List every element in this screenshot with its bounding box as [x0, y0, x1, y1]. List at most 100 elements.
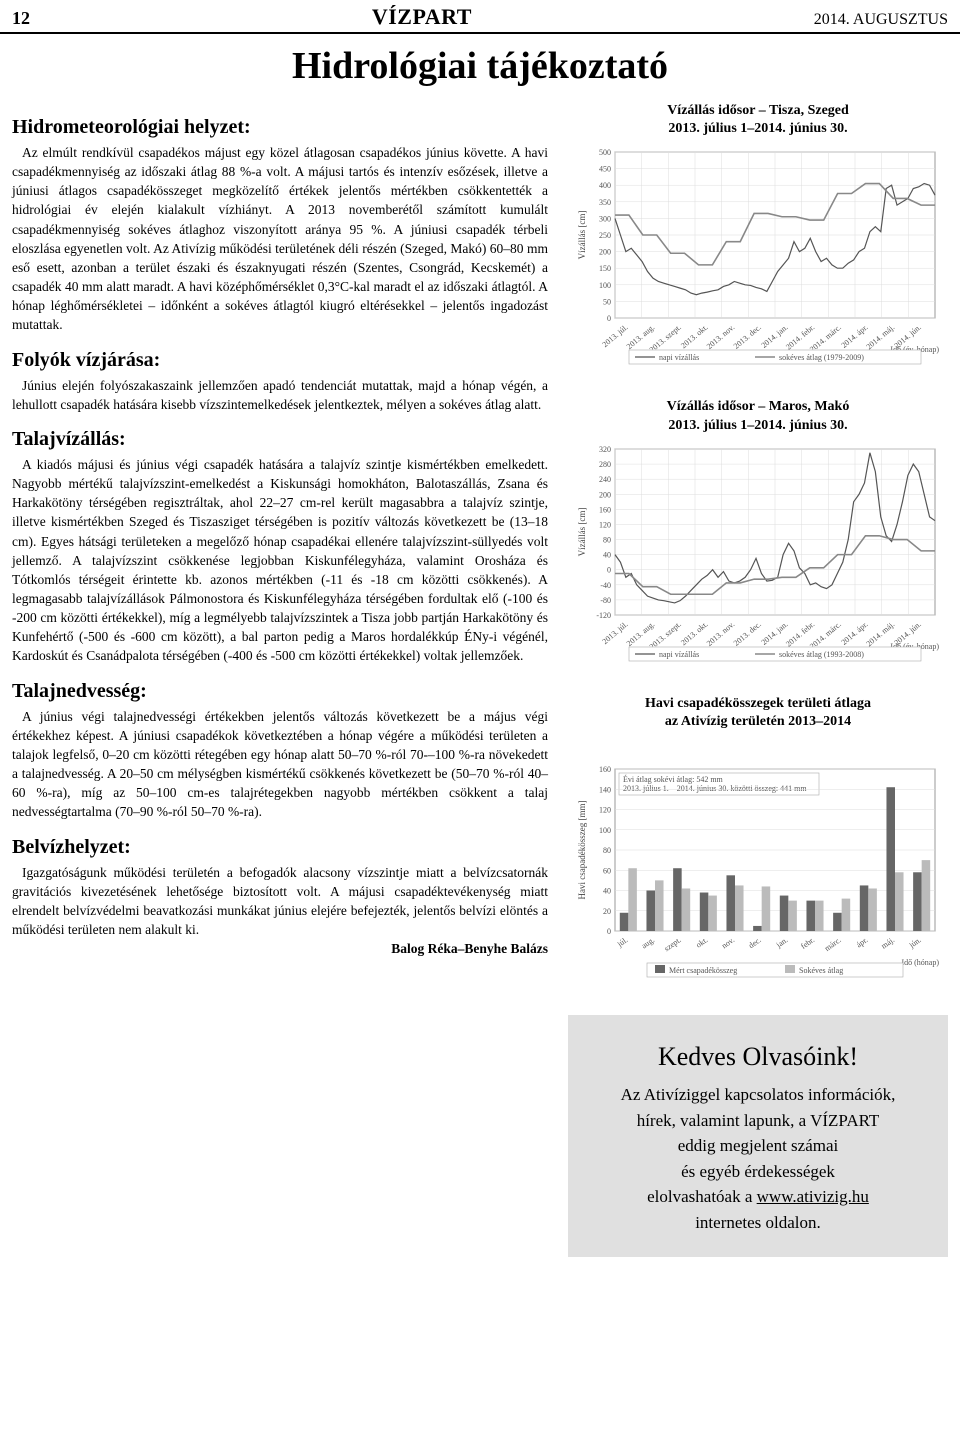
- svg-text:140: 140: [599, 785, 611, 794]
- info-box-line4: és egyéb érdekességek: [681, 1162, 835, 1181]
- section-body-talajvizallas: A kiadós májusi és június végi csapadék …: [12, 455, 548, 666]
- right-column: Vízállás idősor – Tisza, Szeged 2013. jú…: [568, 102, 948, 1257]
- info-box: Kedves Olvasóink! Az Ativíziggel kapcsol…: [568, 1015, 948, 1257]
- svg-text:500: 500: [599, 148, 611, 157]
- svg-text:250: 250: [599, 231, 611, 240]
- section-title-hidrometeorologiai: Hidrometeorológiai helyzet:: [12, 116, 548, 139]
- svg-text:240: 240: [599, 475, 611, 484]
- svg-text:Vízállás [cm]: Vízállás [cm]: [577, 507, 587, 556]
- svg-text:2013. nov.: 2013. nov.: [705, 619, 736, 647]
- svg-text:Évi átlag sokévi átlag: 542 mm: Évi átlag sokévi átlag: 542 mm: [623, 774, 724, 784]
- svg-text:jún.: jún.: [907, 935, 923, 950]
- chart2-title-line2: 2013. július 1–2014. június 30.: [668, 418, 847, 433]
- section-body-talajnedvesseg: A június végi talajnedvességi értékekben…: [12, 707, 548, 822]
- svg-text:150: 150: [599, 265, 611, 274]
- svg-text:okt.: okt.: [694, 935, 709, 949]
- svg-text:szept.: szept.: [663, 935, 683, 953]
- info-box-title: Kedves Olvasóink!: [586, 1037, 930, 1076]
- main-title: Hidrológiai tájékoztató: [0, 34, 960, 102]
- info-box-line5-pre: elolvashatóak a: [647, 1187, 757, 1206]
- page-number: 12: [12, 8, 30, 29]
- svg-text:50: 50: [603, 298, 611, 307]
- svg-text:napi vízállás: napi vízállás: [659, 650, 699, 659]
- svg-text:2013. dec.: 2013. dec.: [732, 619, 763, 647]
- svg-text:160: 160: [599, 765, 611, 774]
- byline: Balog Réka–Benyhe Balázs: [12, 941, 548, 957]
- svg-text:nov.: nov.: [720, 935, 736, 950]
- svg-text:júl.: júl.: [615, 935, 630, 949]
- svg-text:80: 80: [603, 535, 611, 544]
- section-title-belvizhelyzet: Belvízhelyzet:: [12, 836, 548, 859]
- svg-text:2013. dec.: 2013. dec.: [732, 323, 763, 351]
- svg-text:60: 60: [603, 866, 611, 875]
- chart3-title-line2: az Ativízig területén 2013–2014: [665, 714, 851, 729]
- svg-text:280: 280: [599, 460, 611, 469]
- svg-text:máj.: máj.: [880, 935, 897, 950]
- issue-date: 2014. AUGUSZTUS: [814, 11, 948, 29]
- chart2-title: Vízállás idősor – Maros, Makó 2013. júli…: [568, 398, 948, 434]
- info-box-line2: hírek, valamint lapunk, a VÍZPART: [637, 1111, 880, 1130]
- svg-text:320: 320: [599, 445, 611, 454]
- svg-text:200: 200: [599, 248, 611, 257]
- chart-tisza-szeged: Vízállás idősor – Tisza, Szeged 2013. jú…: [568, 102, 948, 374]
- svg-text:-120: -120: [596, 611, 611, 620]
- info-box-link[interactable]: www.ativizig.hu: [757, 1187, 869, 1206]
- svg-text:napi vízállás: napi vízállás: [659, 353, 699, 362]
- section-body-folyok: Június elején folyószakaszaink jellemzőe…: [12, 376, 548, 414]
- svg-text:40: 40: [603, 550, 611, 559]
- chart2-svg: -120-80-40040801201602002402803202013. j…: [573, 441, 943, 671]
- svg-text:Vízállás [cm]: Vízállás [cm]: [577, 211, 587, 260]
- section-title-talajvizallas: Talajvízállás:: [12, 428, 548, 451]
- publication-title: VÍZPART: [372, 4, 472, 30]
- info-box-line3: eddig megjelent számai: [678, 1136, 839, 1155]
- svg-text:márc.: márc.: [823, 935, 843, 953]
- left-column: Hidrometeorológiai helyzet: Az elmúlt re…: [12, 102, 548, 1257]
- info-box-line6: internetes oldalon.: [695, 1213, 821, 1232]
- svg-text:0: 0: [607, 927, 611, 936]
- svg-text:2013. nov.: 2013. nov.: [705, 323, 736, 351]
- svg-text:450: 450: [599, 165, 611, 174]
- svg-text:40: 40: [603, 887, 611, 896]
- svg-text:-80: -80: [600, 596, 611, 605]
- svg-text:aug.: aug.: [640, 935, 656, 950]
- svg-text:jan.: jan.: [774, 935, 790, 950]
- svg-text:100: 100: [599, 826, 611, 835]
- chart3-svg: Évi átlag sokévi átlag: 542 mm2013. júli…: [573, 737, 943, 987]
- svg-text:Idő (hónap): Idő (hónap): [901, 958, 939, 967]
- section-body-hidrometeorologiai: Az elmúlt rendkívül csapadékos májust eg…: [12, 143, 548, 335]
- chart1-title-line2: 2013. július 1–2014. június 30.: [668, 121, 847, 136]
- svg-text:2013. július 1. – 2014. június: 2013. július 1. – 2014. június 30. közöt…: [623, 784, 807, 793]
- chart1-title-line1: Vízállás idősor – Tisza, Szeged: [667, 103, 849, 118]
- svg-text:-40: -40: [600, 581, 611, 590]
- svg-text:sokéves átlag (1993-2008): sokéves átlag (1993-2008): [779, 650, 864, 659]
- chart2-title-line1: Vízállás idősor – Maros, Makó: [667, 399, 850, 414]
- svg-text:ápr.: ápr.: [855, 935, 870, 949]
- svg-text:80: 80: [603, 846, 611, 855]
- svg-text:350: 350: [599, 198, 611, 207]
- svg-text:400: 400: [599, 182, 611, 191]
- info-box-line1: Az Ativíziggel kapcsolatos információk,: [621, 1085, 896, 1104]
- chart1-svg: 0501001502002503003504004505002013. júl.…: [573, 144, 943, 374]
- svg-text:0: 0: [607, 565, 611, 574]
- svg-text:dec.: dec.: [747, 935, 763, 950]
- svg-text:2013. okt.: 2013. okt.: [679, 323, 709, 351]
- page-header: 12 VÍZPART 2014. AUGUSZTUS: [0, 0, 960, 34]
- svg-text:sokéves átlag (1979-2009): sokéves átlag (1979-2009): [779, 353, 864, 362]
- section-title-folyok: Folyók vízjárása:: [12, 349, 548, 372]
- content-area: Hidrometeorológiai helyzet: Az elmúlt re…: [0, 102, 960, 1257]
- svg-text:Havi csapadékösszeg [mm]: Havi csapadékösszeg [mm]: [577, 801, 587, 900]
- svg-text:2013. okt.: 2013. okt.: [679, 619, 709, 647]
- section-body-belvizhelyzet: Igazgatóságunk működési területén a befo…: [12, 863, 548, 940]
- chart-precipitation: Havi csapadékösszegek területi átlaga az…: [568, 695, 948, 987]
- svg-text:300: 300: [599, 215, 611, 224]
- chart-maros-mako: Vízállás idősor – Maros, Makó 2013. júli…: [568, 398, 948, 670]
- svg-text:160: 160: [599, 505, 611, 514]
- svg-text:0: 0: [607, 314, 611, 323]
- section-title-talajnedvesseg: Talajnedvesség:: [12, 680, 548, 703]
- svg-text:Mért csapadékösszeg: Mért csapadékösszeg: [669, 966, 737, 975]
- svg-text:20: 20: [603, 907, 611, 916]
- svg-text:120: 120: [599, 806, 611, 815]
- svg-text:120: 120: [599, 520, 611, 529]
- svg-text:febr.: febr.: [799, 935, 816, 951]
- chart3-title-line1: Havi csapadékösszegek területi átlaga: [645, 696, 871, 711]
